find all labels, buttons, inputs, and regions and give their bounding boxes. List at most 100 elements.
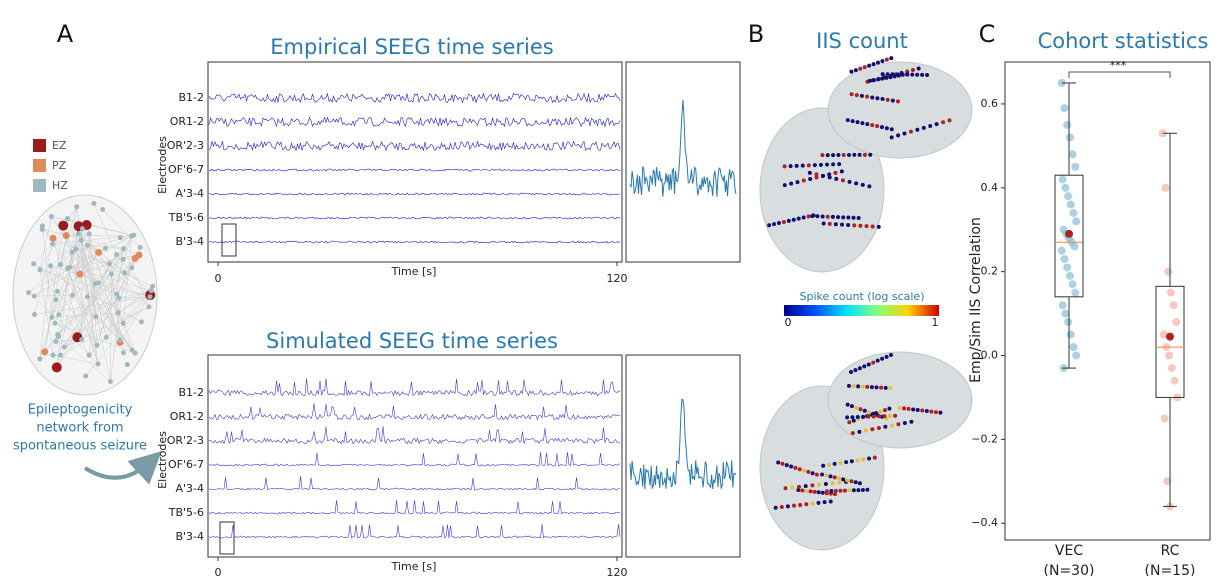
network-node	[122, 270, 128, 276]
network-node	[86, 352, 92, 358]
electrode-contact	[874, 385, 879, 390]
mean	[1166, 332, 1174, 341]
network-edge	[81, 240, 111, 382]
network-edge	[54, 323, 136, 354]
network-edge	[79, 263, 110, 275]
channel-label: B'3-4	[175, 530, 204, 543]
network-node	[58, 261, 64, 267]
network-node	[102, 245, 108, 251]
electrode-contact	[880, 59, 885, 64]
electrode-contact	[821, 221, 826, 226]
network-node	[117, 235, 123, 241]
channel-label: TB'5-6	[168, 211, 204, 224]
electrode-contact	[810, 214, 815, 219]
electrode-contact	[896, 422, 901, 427]
electrode-contact	[867, 456, 872, 461]
data-point	[1068, 150, 1077, 159]
electrode-contact	[911, 407, 916, 412]
electrode-contact	[866, 362, 871, 367]
network-edge	[110, 272, 126, 382]
electrode-contact	[860, 182, 865, 187]
electrode-contact	[846, 215, 851, 220]
electrode-contact	[882, 408, 887, 413]
electrode-contact	[833, 222, 838, 227]
electrode-contact	[870, 95, 875, 100]
network-node	[129, 265, 135, 271]
electrode-contact	[820, 153, 825, 158]
electrode-contact	[877, 414, 882, 419]
network-node	[56, 312, 62, 318]
network-edge	[34, 243, 53, 315]
electrode-contact	[854, 181, 859, 186]
x-tick-label: 120	[607, 566, 628, 576]
plot-frame	[207, 61, 623, 263]
electrode-contact	[792, 503, 797, 508]
electrode-contact	[871, 414, 876, 419]
electrode-contact	[856, 384, 861, 389]
electrode-contact	[884, 354, 889, 359]
electrode-contact	[800, 163, 805, 168]
network-edge	[67, 268, 99, 365]
legend-swatch	[33, 179, 46, 192]
electrode-contact	[941, 120, 946, 125]
electrode-contact	[828, 474, 833, 479]
network-edge	[86, 224, 121, 343]
channel-label: A'3-4	[175, 187, 204, 200]
electrode-contact	[920, 72, 925, 77]
electrode-contact	[879, 385, 884, 390]
network-edge	[52, 238, 82, 340]
x-tick-label: 0	[215, 566, 222, 576]
electrode-contact	[882, 414, 887, 419]
electrode-contact	[915, 127, 920, 132]
electrode-contact	[841, 153, 846, 158]
data-point	[1072, 351, 1081, 360]
electrode-contact	[795, 180, 800, 185]
electrode-contact	[776, 221, 781, 226]
network-node	[39, 226, 45, 232]
network-node	[74, 204, 80, 210]
electrode-contact	[902, 420, 907, 425]
x-tick-label: (N=30)	[1044, 563, 1095, 576]
electrode-contact	[810, 471, 815, 476]
network-edge	[55, 258, 136, 342]
electrode-contact	[850, 119, 855, 124]
network-node	[114, 252, 120, 258]
mean	[1065, 229, 1073, 238]
network-node	[124, 361, 130, 367]
electrode-contact	[773, 505, 778, 510]
zoom-box	[219, 521, 235, 555]
data-point	[1057, 246, 1066, 255]
electrode-contact	[883, 385, 888, 390]
electrode-contact	[849, 459, 854, 464]
electrode-contact	[808, 177, 813, 182]
electrode-contact	[779, 505, 784, 510]
zoom-box	[221, 223, 237, 257]
y-tick-label: 0.2	[981, 265, 999, 278]
network-edge	[81, 228, 83, 340]
electrode-contact	[831, 162, 836, 167]
network-edge	[117, 312, 133, 351]
title: Empirical SEEG time series	[270, 35, 553, 59]
channel-label: B1-2	[178, 91, 204, 104]
electrode-contact	[847, 152, 852, 157]
network-node	[67, 264, 73, 270]
network-node	[62, 232, 70, 240]
electrode-contact	[857, 429, 862, 434]
network-edge	[39, 265, 51, 359]
electrode-contact	[772, 222, 777, 227]
network-edge	[57, 226, 79, 335]
electrode-contact	[827, 175, 832, 180]
data-point	[1066, 200, 1075, 209]
electrode-contact	[933, 410, 938, 415]
network-node	[52, 320, 58, 326]
electrode-contact	[870, 427, 875, 432]
data-point	[1172, 317, 1181, 326]
y-label: Electrodes	[156, 136, 169, 194]
network-edge	[39, 216, 52, 270]
data-point	[1072, 217, 1081, 226]
electrode-contact	[840, 178, 845, 183]
electrode-contact	[789, 464, 794, 469]
inset-frame	[625, 354, 741, 558]
electrode-contact	[870, 123, 875, 128]
electrode-contact	[854, 405, 859, 410]
